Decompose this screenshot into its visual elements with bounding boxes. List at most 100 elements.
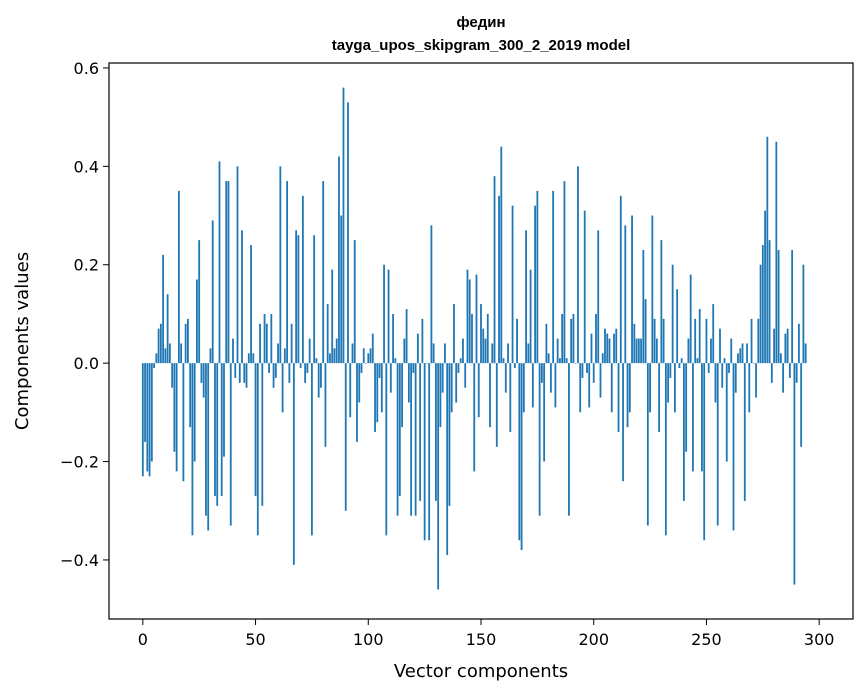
bar	[522, 363, 525, 413]
bar	[306, 363, 309, 373]
bar	[556, 338, 559, 364]
bar	[678, 363, 681, 369]
bar	[730, 338, 733, 364]
bar	[214, 363, 216, 496]
bar	[732, 363, 735, 531]
bar	[703, 363, 706, 541]
bar	[256, 363, 259, 536]
bar	[509, 363, 512, 433]
bar	[308, 338, 311, 364]
bar	[261, 363, 264, 506]
bar	[320, 363, 322, 388]
y-tick-label: −0.2	[60, 453, 99, 472]
bar	[525, 230, 527, 364]
bar	[193, 363, 196, 462]
bar	[721, 363, 724, 388]
bar	[579, 363, 582, 413]
bar	[191, 363, 194, 536]
bar	[362, 348, 365, 364]
y-axis-ticks: −0.4 −0.2 0.0 0.2 0.4 0.6	[60, 59, 109, 570]
bar	[398, 363, 401, 496]
bar	[225, 181, 228, 364]
bar	[570, 318, 573, 364]
bar	[380, 363, 383, 413]
bar	[150, 363, 153, 462]
bar	[200, 363, 203, 383]
bar	[468, 279, 471, 364]
bar	[211, 220, 214, 364]
bar	[349, 363, 352, 418]
bar	[378, 363, 381, 378]
bar	[360, 363, 363, 373]
bar	[453, 304, 455, 364]
bar	[498, 195, 500, 364]
bar	[351, 343, 354, 364]
bar	[637, 338, 640, 364]
bar	[229, 363, 232, 526]
bar	[281, 363, 284, 413]
bar	[768, 240, 771, 364]
x-tick-label: 100	[353, 630, 384, 649]
bar	[288, 363, 291, 383]
bar	[480, 304, 482, 364]
bar	[782, 363, 785, 393]
bar	[547, 353, 550, 364]
bar	[755, 363, 757, 398]
bar	[633, 323, 636, 364]
bar	[734, 363, 737, 393]
bar	[344, 363, 347, 511]
bar	[601, 353, 604, 364]
bar	[646, 363, 649, 526]
bar	[655, 338, 658, 364]
bar	[518, 363, 521, 541]
bar	[437, 363, 440, 590]
bar	[419, 363, 422, 501]
bar	[313, 235, 316, 364]
bar	[446, 363, 449, 556]
bar	[311, 363, 313, 536]
bar	[347, 102, 349, 364]
bar	[559, 358, 561, 364]
bar	[572, 313, 575, 364]
bar	[617, 363, 620, 433]
y-tick-label: 0.6	[74, 59, 99, 78]
bar	[766, 136, 769, 364]
bar	[590, 333, 593, 364]
bar	[205, 363, 207, 516]
bar	[725, 363, 728, 462]
bar	[504, 363, 507, 393]
bar	[168, 343, 171, 364]
bar	[502, 358, 505, 364]
bars-group	[141, 87, 807, 590]
bar	[389, 363, 392, 393]
bar	[741, 343, 744, 364]
bar	[279, 166, 282, 364]
bar	[358, 363, 361, 403]
bar	[622, 363, 624, 482]
bar	[640, 338, 642, 364]
bar	[432, 343, 435, 364]
bar	[207, 363, 210, 531]
bar	[777, 249, 780, 364]
bar	[353, 240, 356, 364]
y-tick-label: 0.0	[74, 354, 99, 373]
x-tick-label: 50	[245, 630, 265, 649]
bar	[673, 363, 676, 413]
bar	[457, 363, 460, 373]
bar	[331, 269, 334, 364]
bar	[146, 363, 149, 472]
bar	[385, 363, 388, 536]
bar	[793, 363, 796, 585]
bar	[536, 190, 539, 364]
bar	[315, 358, 318, 364]
bar	[802, 264, 805, 364]
bar	[527, 343, 530, 364]
bar	[786, 328, 789, 364]
bar	[500, 146, 503, 364]
bar	[631, 215, 633, 364]
bar	[577, 166, 579, 364]
bar	[486, 313, 489, 364]
bar	[155, 353, 158, 364]
bar	[534, 205, 537, 364]
bar	[561, 313, 564, 364]
